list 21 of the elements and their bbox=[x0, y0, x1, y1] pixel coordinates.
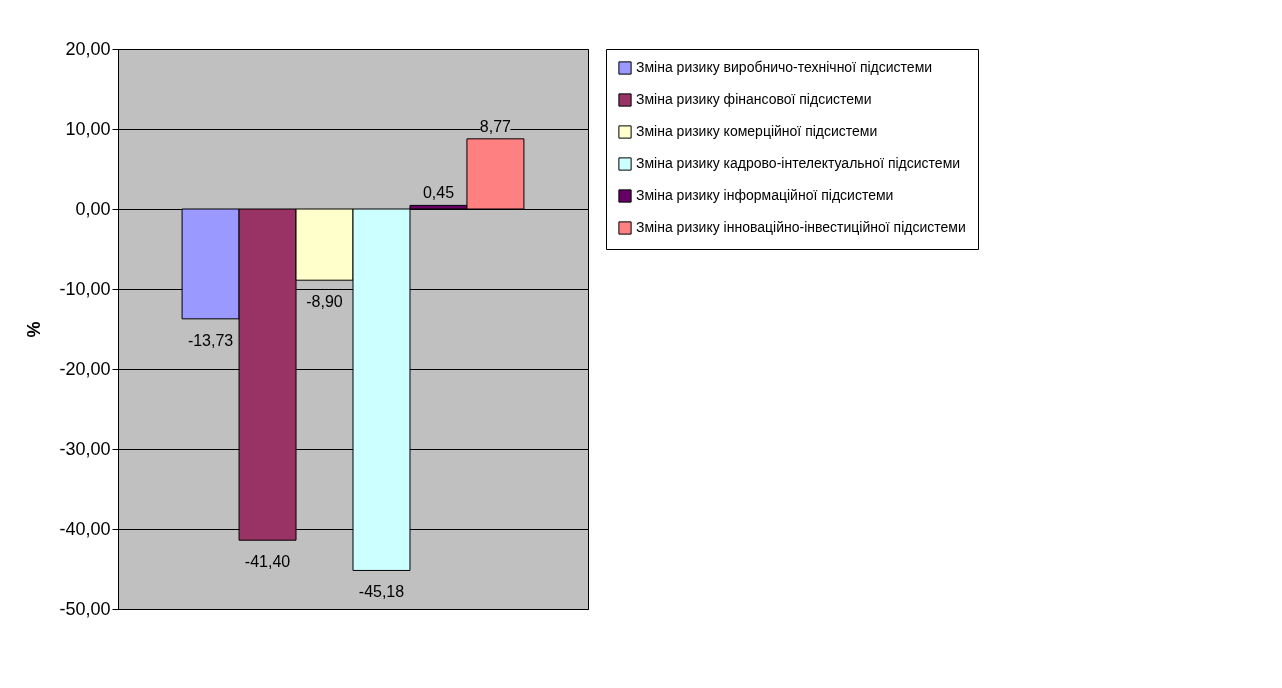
data-label: 8,77 bbox=[479, 117, 512, 135]
y-tick-label: -50,00 bbox=[59, 598, 111, 619]
y-tick-label: -30,00 bbox=[59, 438, 111, 459]
legend-label: Зміна ризику інноваційно-інвестиційної підсистеми bbox=[636, 219, 966, 235]
data-label: -41,40 bbox=[244, 553, 291, 571]
y-tick-label: 0,00 bbox=[75, 198, 111, 219]
data-label: -13,73 bbox=[187, 331, 234, 349]
data-label: -45,18 bbox=[358, 583, 405, 601]
y-tick-label: -40,00 bbox=[59, 518, 111, 539]
legend-label: Зміна ризику кадрово-інтелектуальної підсистеми bbox=[636, 155, 961, 171]
data-label: 0,45 bbox=[422, 184, 455, 202]
legend-label: Зміна ризику комерційної підсистеми bbox=[636, 123, 878, 139]
legend-label: Зміна ризику фінансової підсистеми bbox=[636, 91, 872, 107]
data-label: -8,90 bbox=[306, 293, 343, 311]
y-axis-title: % bbox=[24, 321, 45, 338]
y-tick-label: -10,00 bbox=[59, 278, 111, 299]
y-tick-label: 20,00 bbox=[65, 38, 111, 59]
legend-label: Зміна ризику інформаційної підсистеми bbox=[636, 187, 894, 203]
y-tick-label: -20,00 bbox=[59, 358, 111, 379]
y-tick-label: 10,00 bbox=[65, 118, 111, 139]
legend-label: Зміна ризику виробничо-технічної підсистеми bbox=[636, 59, 933, 75]
